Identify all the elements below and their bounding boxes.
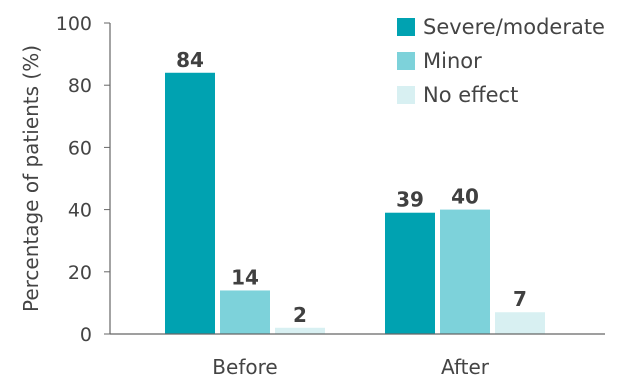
x-category-label: After <box>441 355 490 379</box>
legend-label: Minor <box>423 49 482 73</box>
data-label: 39 <box>396 188 424 212</box>
legend-label: Severe/moderate <box>423 15 605 39</box>
data-label: 84 <box>176 48 204 72</box>
data-label: 40 <box>451 185 479 209</box>
legend-label: No effect <box>423 83 518 107</box>
data-label: 14 <box>231 265 259 289</box>
axes <box>109 23 605 335</box>
data-label: 7 <box>513 287 527 311</box>
y-tick-label: 60 <box>68 137 92 159</box>
legend-swatch <box>397 18 415 36</box>
bar-minor-after <box>440 209 490 334</box>
legend: Severe/moderate Minor No effect <box>397 15 605 107</box>
data-labels: 84 14 2 39 40 7 <box>176 48 527 327</box>
y-tick-label: 20 <box>68 262 92 284</box>
legend-swatch <box>397 52 415 70</box>
x-category-label: Before <box>212 355 277 379</box>
y-tick-label: 40 <box>68 200 92 222</box>
y-tick-label: 100 <box>56 13 92 35</box>
y-tick-label: 0 <box>80 324 92 346</box>
bar-no-effect-before <box>275 327 325 334</box>
y-axis-title: Percentage of patients (%) <box>19 45 43 312</box>
bar-severe-moderate-after <box>385 212 435 334</box>
y-axis-ticks: 0 20 40 60 80 100 <box>56 13 110 346</box>
x-axis-categories: Before After <box>212 355 489 379</box>
bars <box>165 72 545 334</box>
bar-minor-before <box>220 290 270 334</box>
bar-severe-moderate-before <box>165 72 215 334</box>
y-axis-label: Percentage of patients (%) <box>19 45 43 312</box>
bar-no-effect-after <box>495 312 545 334</box>
y-tick-label: 80 <box>68 75 92 97</box>
data-label: 2 <box>293 303 307 327</box>
legend-swatch <box>397 86 415 104</box>
